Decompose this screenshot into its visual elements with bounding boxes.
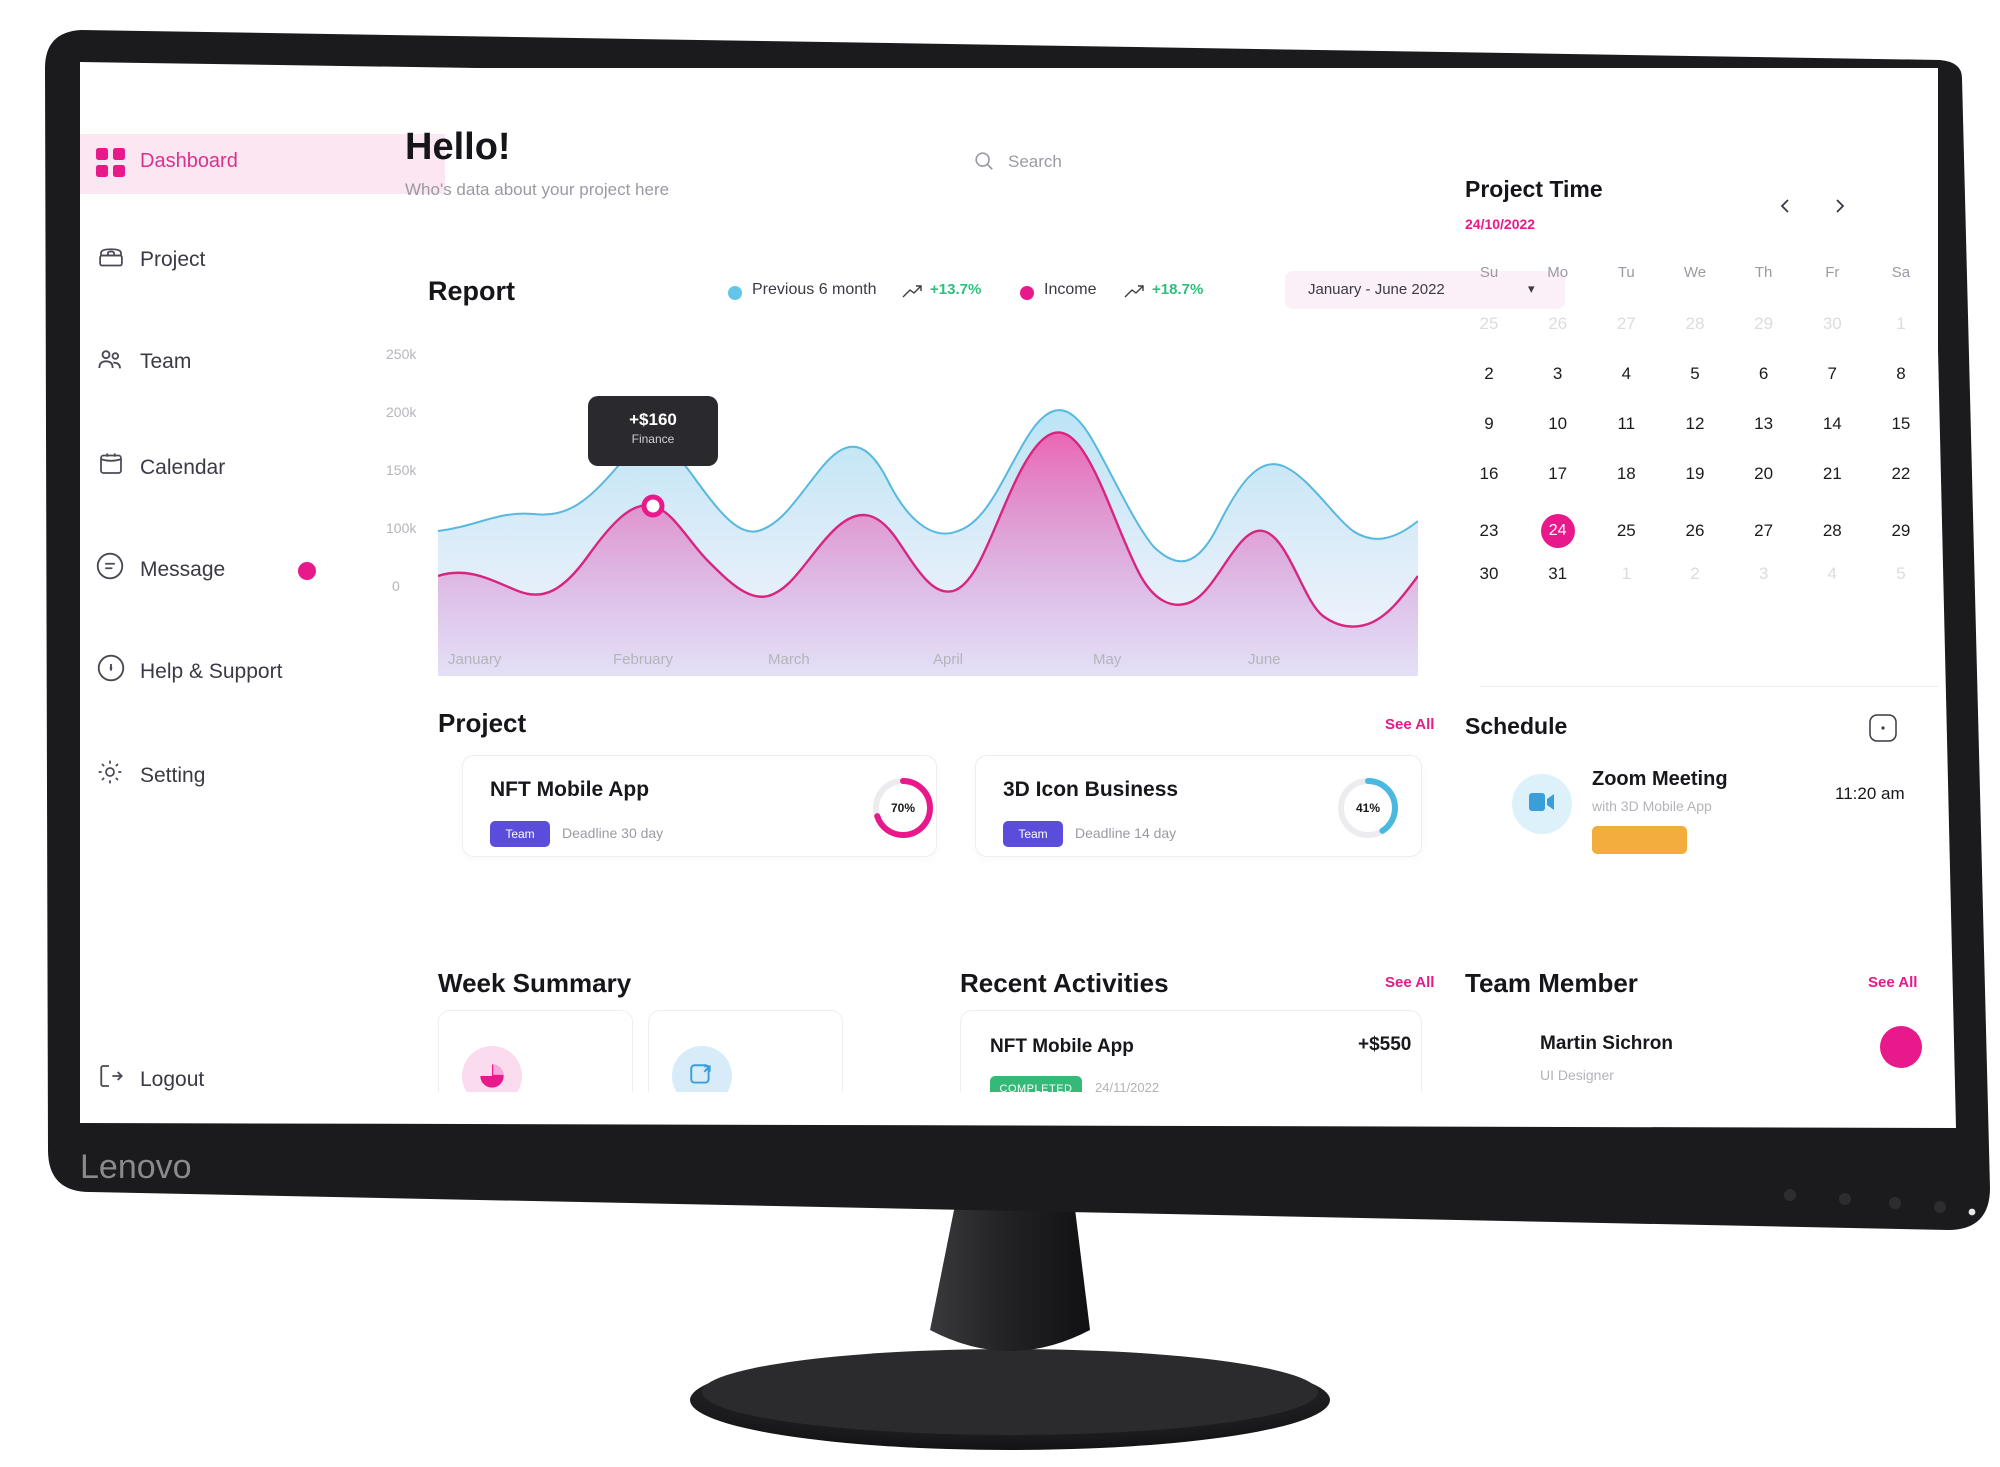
svg-text:Lenovo: Lenovo xyxy=(80,1148,192,1186)
svg-text:41%: 41% xyxy=(1356,801,1380,815)
svg-text:70%: 70% xyxy=(891,801,915,815)
